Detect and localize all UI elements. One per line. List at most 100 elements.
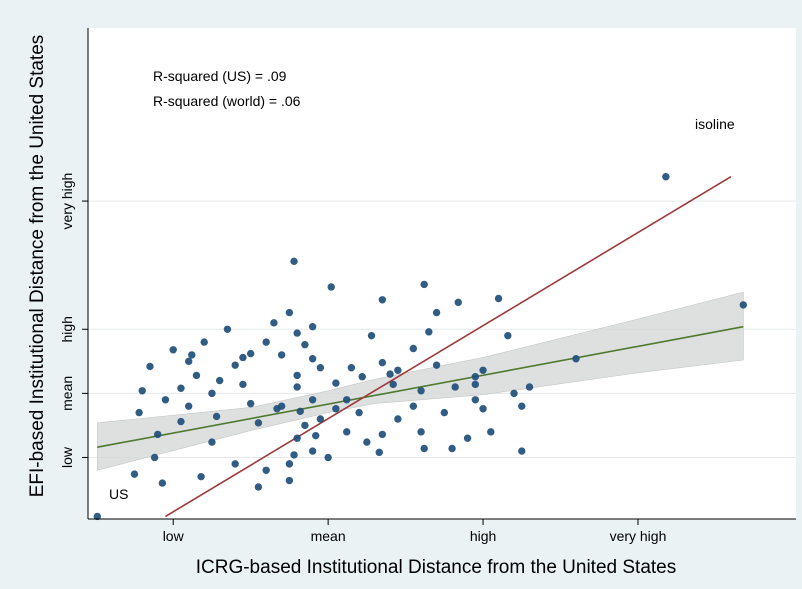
y-tick-label: low (59, 446, 75, 468)
data-point (192, 371, 201, 380)
data-point (739, 301, 748, 309)
x-ticks: low mean high very high (163, 519, 667, 544)
data-point (409, 402, 418, 410)
data-point (308, 447, 317, 455)
data-point (327, 283, 335, 291)
data-point (239, 353, 247, 362)
data-point (212, 412, 221, 421)
data-point (239, 380, 247, 389)
data-point (161, 396, 170, 404)
x-tick-label: low (163, 528, 185, 544)
data-point (451, 383, 459, 391)
data-point (420, 280, 428, 289)
x-tick-label: mean (311, 528, 346, 544)
data-point (494, 294, 503, 303)
data-points (93, 173, 748, 521)
data-point (347, 364, 356, 372)
data-point (409, 344, 418, 353)
data-point (343, 396, 351, 404)
data-point (432, 361, 441, 369)
data-point (138, 387, 146, 395)
data-point (285, 476, 294, 485)
data-point (285, 460, 294, 468)
data-point (262, 466, 270, 474)
y-axis-title: EFI-based Institutional Distance from th… (27, 35, 48, 498)
x-tick-label: very high (610, 528, 667, 544)
data-point (246, 399, 255, 408)
data-point (417, 428, 425, 436)
data-point (332, 405, 340, 413)
data-point (231, 361, 239, 369)
data-point (158, 479, 167, 487)
data-point (301, 340, 309, 349)
x-axis-title: ICRG-based Institutional Distance from t… (196, 557, 677, 578)
data-point (454, 298, 462, 307)
data-point (293, 434, 301, 442)
data-point (262, 338, 270, 346)
data-point (367, 331, 376, 340)
data-point (343, 428, 351, 436)
data-point (169, 346, 177, 354)
data-point (254, 483, 263, 491)
data-point (215, 376, 224, 385)
data-point (518, 402, 526, 410)
data-point (518, 447, 526, 455)
data-point (316, 415, 325, 423)
data-point (378, 430, 387, 439)
data-point (432, 308, 441, 317)
data-point (479, 405, 487, 413)
data-point (185, 357, 193, 366)
data-point (504, 331, 512, 340)
data-point (448, 444, 456, 453)
data-point (185, 402, 193, 410)
data-point (463, 434, 472, 442)
annotation-isoline: isoline (695, 116, 735, 132)
data-point (223, 325, 232, 333)
data-point (386, 370, 394, 378)
data-point (285, 308, 294, 317)
annotation-r2-world: R-squared (world) = .06 (153, 93, 301, 109)
x-tick-label: high (470, 528, 496, 544)
data-point (177, 384, 185, 392)
data-point (296, 407, 304, 416)
data-point (290, 451, 298, 459)
data-point (487, 428, 495, 436)
data-point (208, 438, 216, 446)
data-point (525, 383, 534, 391)
data-point (378, 358, 387, 367)
data-point (93, 512, 101, 521)
data-point (208, 389, 216, 398)
data-point (177, 417, 185, 426)
isoline-group (165, 176, 732, 518)
data-point (363, 438, 371, 446)
y-ticks: low mean high very high (59, 173, 88, 468)
data-point (293, 329, 301, 337)
data-point (146, 362, 154, 371)
data-point (425, 328, 433, 336)
data-point (130, 470, 139, 478)
data-point (572, 355, 580, 363)
data-point (150, 453, 159, 462)
data-point (378, 296, 387, 304)
annotation-us: US (109, 486, 128, 502)
data-point (471, 372, 480, 381)
data-point (471, 396, 480, 404)
data-point (270, 319, 278, 327)
data-point (394, 415, 402, 423)
data-point (479, 366, 487, 374)
data-point (154, 430, 162, 439)
data-point (332, 379, 340, 387)
y-tick-label: very high (59, 173, 75, 230)
data-point (420, 444, 428, 453)
y-tick-label: mean (59, 376, 75, 411)
data-point (231, 460, 239, 468)
data-point (188, 351, 196, 359)
data-point (135, 408, 143, 417)
data-point (316, 364, 325, 372)
annotation-r2-us: R-squared (US) = .09 (153, 68, 287, 84)
data-point (197, 472, 205, 481)
data-point (510, 389, 518, 398)
data-point (308, 323, 317, 331)
data-point (394, 366, 402, 374)
